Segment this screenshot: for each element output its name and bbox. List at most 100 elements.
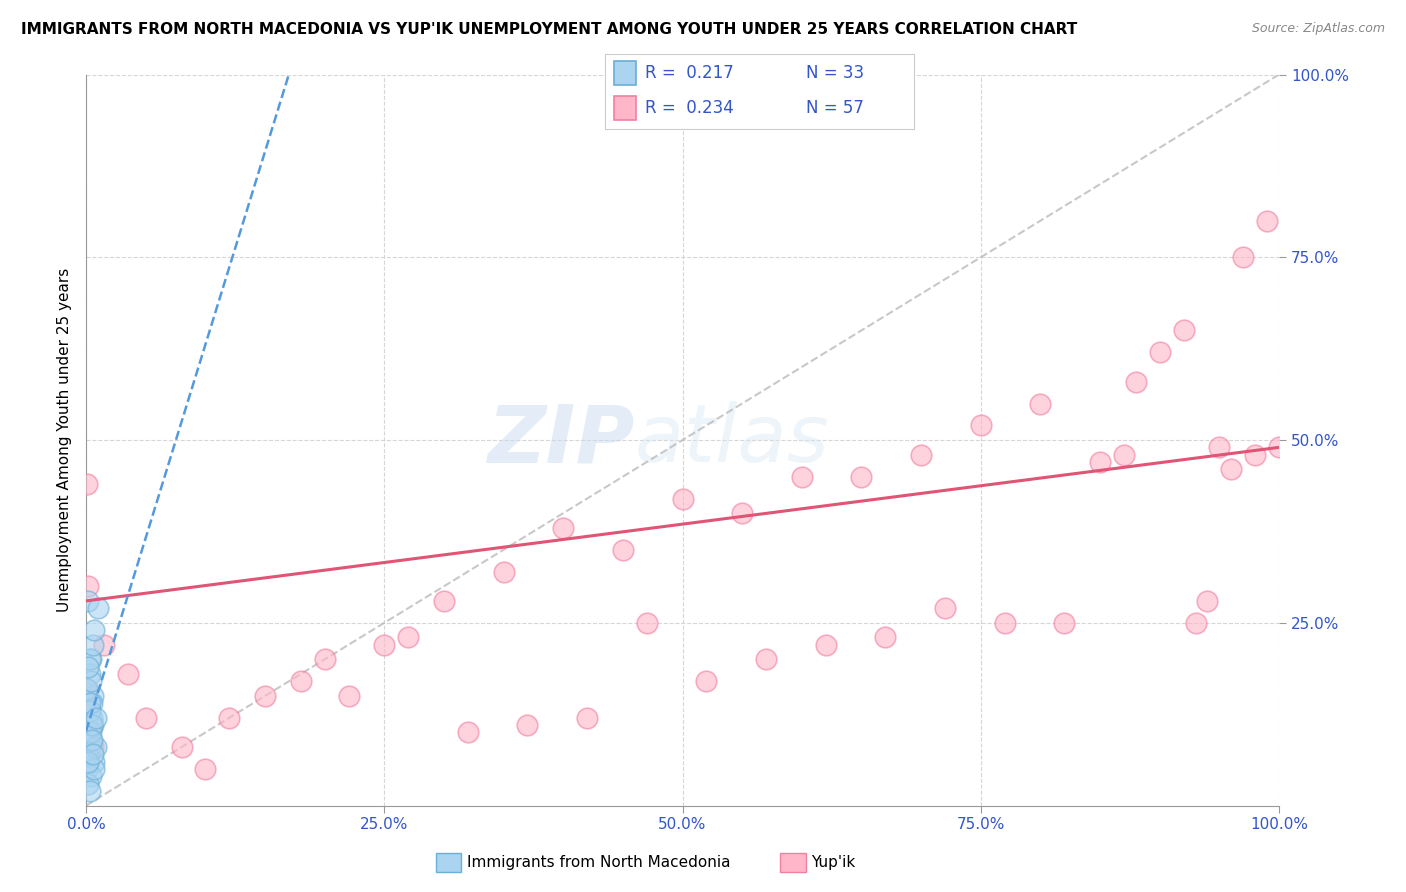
Point — [516, 718, 538, 732]
Point — [80, 732, 103, 747]
Point — [1220, 462, 1243, 476]
Point — [1256, 213, 1278, 227]
Text: R =  0.217: R = 0.217 — [645, 64, 734, 82]
Point — [76, 725, 98, 739]
Point — [337, 689, 360, 703]
Point — [83, 755, 105, 769]
Point — [80, 769, 103, 783]
Point — [636, 615, 658, 630]
Text: Yup'ik: Yup'ik — [811, 855, 855, 870]
Point — [76, 696, 98, 710]
Point — [910, 448, 932, 462]
Point — [553, 521, 575, 535]
Point — [1244, 448, 1267, 462]
Point — [84, 711, 107, 725]
FancyBboxPatch shape — [614, 96, 636, 120]
Point — [1232, 250, 1254, 264]
Text: IMMIGRANTS FROM NORTH MACEDONIA VS YUP'IK UNEMPLOYMENT AMONG YOUTH UNDER 25 YEAR: IMMIGRANTS FROM NORTH MACEDONIA VS YUP'I… — [21, 22, 1077, 37]
Point — [82, 718, 104, 732]
Point — [76, 579, 98, 593]
Point — [80, 696, 103, 710]
Point — [814, 638, 837, 652]
Point — [87, 601, 110, 615]
Point — [75, 725, 97, 739]
Point — [1173, 323, 1195, 337]
Point — [117, 667, 139, 681]
Point — [1149, 345, 1171, 359]
Point — [194, 762, 217, 776]
Point — [875, 631, 897, 645]
Point — [755, 652, 778, 666]
Point — [80, 674, 103, 689]
Point — [135, 711, 157, 725]
Point — [80, 718, 103, 732]
Point — [851, 469, 873, 483]
Point — [290, 674, 312, 689]
Text: Source: ZipAtlas.com: Source: ZipAtlas.com — [1251, 22, 1385, 36]
Point — [80, 718, 103, 732]
Point — [970, 418, 993, 433]
Point — [994, 615, 1017, 630]
Point — [695, 674, 717, 689]
Point — [1208, 441, 1230, 455]
Point — [790, 469, 813, 483]
Point — [433, 594, 456, 608]
Point — [77, 659, 100, 673]
Point — [79, 740, 101, 755]
Point — [373, 638, 395, 652]
Point — [93, 638, 115, 652]
Point — [77, 777, 100, 791]
Point — [1053, 615, 1076, 630]
Point — [576, 711, 599, 725]
Point — [79, 784, 101, 798]
Point — [82, 740, 104, 755]
Text: Immigrants from North Macedonia: Immigrants from North Macedonia — [467, 855, 730, 870]
Point — [77, 725, 100, 739]
Point — [79, 704, 101, 718]
Point — [76, 477, 98, 491]
Point — [1268, 441, 1291, 455]
Point — [1184, 615, 1206, 630]
Point — [1088, 455, 1111, 469]
Y-axis label: Unemployment Among Youth under 25 years: Unemployment Among Youth under 25 years — [58, 268, 72, 612]
Point — [79, 652, 101, 666]
Point — [80, 725, 103, 739]
Point — [82, 638, 104, 652]
Point — [1197, 594, 1219, 608]
Point — [82, 747, 104, 762]
Point — [1112, 448, 1135, 462]
Point — [84, 740, 107, 755]
Point — [77, 594, 100, 608]
Text: N = 33: N = 33 — [806, 64, 863, 82]
Point — [314, 652, 336, 666]
Point — [671, 491, 693, 506]
Point — [83, 762, 105, 776]
Point — [77, 747, 100, 762]
Point — [82, 689, 104, 703]
Point — [77, 755, 100, 769]
Point — [457, 725, 479, 739]
Point — [76, 681, 98, 696]
Point — [76, 747, 98, 762]
Point — [79, 696, 101, 710]
Point — [76, 732, 98, 747]
Point — [80, 711, 103, 725]
Point — [934, 601, 956, 615]
Point — [492, 565, 515, 579]
Point — [1029, 396, 1052, 410]
Point — [76, 681, 98, 696]
Text: ZIP: ZIP — [488, 401, 636, 479]
Point — [253, 689, 276, 703]
Point — [1125, 375, 1147, 389]
Point — [612, 542, 634, 557]
Point — [80, 652, 103, 666]
Text: R =  0.234: R = 0.234 — [645, 99, 734, 117]
Point — [79, 667, 101, 681]
Point — [218, 711, 240, 725]
Point — [170, 740, 193, 755]
Text: N = 57: N = 57 — [806, 99, 863, 117]
Point — [731, 506, 754, 520]
Point — [83, 623, 105, 637]
FancyBboxPatch shape — [614, 62, 636, 86]
Text: atlas: atlas — [636, 401, 830, 479]
